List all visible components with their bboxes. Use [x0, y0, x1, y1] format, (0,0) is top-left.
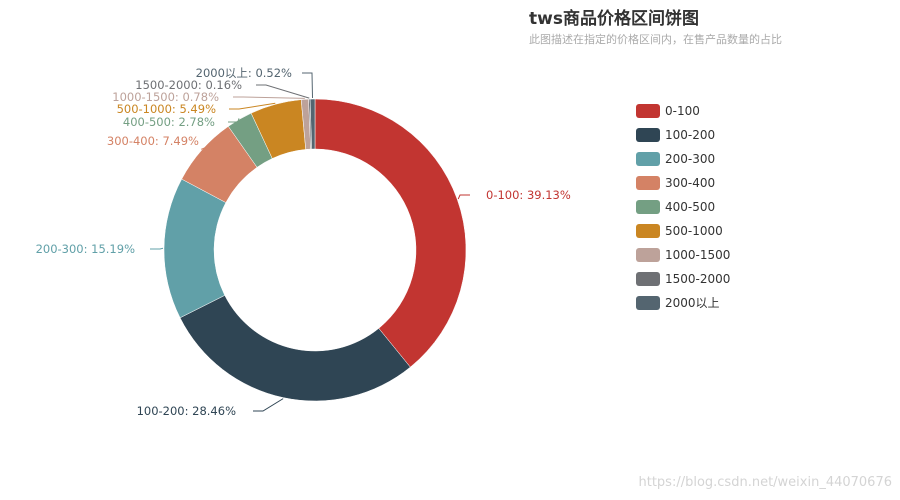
- pie-label-200-300: 200-300: 15.19%: [36, 242, 136, 256]
- legend-swatch-100-200[interactable]: [636, 128, 660, 142]
- pie-leader-500-1000: [229, 102, 276, 110]
- legend-label-2000以上[interactable]: 2000以上: [665, 296, 720, 310]
- chart-subtitle: 此图描述在指定的价格区间内，在售产品数量的占比: [529, 33, 782, 46]
- legend-swatch-2000以上[interactable]: [636, 296, 660, 310]
- pie-labels: 0-100: 39.13% 100-200: 28.46% 200-300: 15.…: [36, 66, 571, 418]
- pie-label-0-100: 0-100: 39.13%: [486, 188, 571, 202]
- pie-label-2000以上: 2000以上: 0.52%: [196, 66, 292, 80]
- chart-title: tws商品价格区间饼图: [529, 9, 699, 29]
- pie-leader-200-300: [150, 247, 164, 250]
- pie-leader-0-100: [457, 194, 470, 200]
- pie-slice-0-100[interactable]: [314, 98, 467, 368]
- legend-label-100-200[interactable]: 100-200: [665, 128, 715, 142]
- legend-swatch-500-1000[interactable]: [636, 224, 660, 238]
- pie-label-leaders: [150, 72, 470, 412]
- legend-label-500-1000[interactable]: 500-1000: [665, 224, 723, 238]
- legend-swatch-1000-1500[interactable]: [636, 248, 660, 262]
- pie-label-500-1000: 500-1000: 5.49%: [117, 102, 217, 116]
- pie-slice-2000以上[interactable]: [309, 98, 316, 150]
- pie-label-1000-1500: 1000-1500: 0.78%: [112, 90, 219, 104]
- legend-label-200-300[interactable]: 200-300: [665, 152, 715, 166]
- pie-leader-2000以上: [302, 72, 314, 99]
- pie-leader-100-200: [253, 398, 284, 412]
- pie-slice-100-200[interactable]: [179, 295, 411, 402]
- pie-label-300-400: 300-400: 7.49%: [107, 134, 199, 148]
- pie-label-1500-2000: 1500-2000: 0.16%: [135, 78, 242, 92]
- pie-label-100-200: 100-200: 28.46%: [137, 404, 237, 418]
- legend-label-1500-2000[interactable]: 1500-2000: [665, 272, 730, 286]
- legend-label-400-500[interactable]: 400-500: [665, 200, 715, 214]
- pie-label-400-500: 400-500: 2.78%: [123, 115, 215, 129]
- pie-leader-1500-2000: [256, 84, 310, 99]
- legend-swatch-300-400[interactable]: [636, 176, 660, 190]
- legend-label-300-400[interactable]: 300-400: [665, 176, 715, 190]
- legend-label-0-100[interactable]: 0-100: [665, 104, 700, 118]
- legend-label-1000-1500[interactable]: 1000-1500: [665, 248, 730, 262]
- pie-leader-300-400: [200, 140, 223, 150]
- watermark: https://blog.csdn.net/weixin_44070676: [638, 475, 892, 490]
- pie-leader-400-500: [228, 118, 240, 123]
- pie-leader-1000-1500: [233, 96, 305, 99]
- legend-swatch-0-100[interactable]: [636, 104, 660, 118]
- chart-legend: 0-100 100-200 200-300 300-400 400-500 500-100…: [636, 104, 730, 310]
- pie-slice-200-300[interactable]: [163, 178, 227, 319]
- legend-swatch-400-500[interactable]: [636, 200, 660, 214]
- legend-swatch-200-300[interactable]: [636, 152, 660, 166]
- legend-swatch-1500-2000[interactable]: [636, 272, 660, 286]
- pie-slices: [163, 98, 467, 402]
